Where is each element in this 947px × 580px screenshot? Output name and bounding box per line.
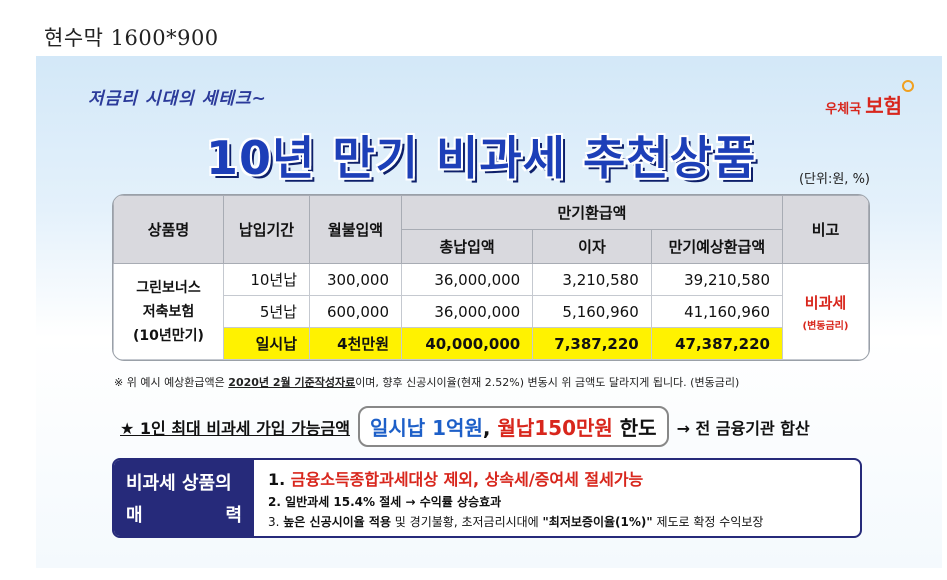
header-period: 납입기간 xyxy=(223,195,310,264)
headline: 10년 만기 비과세 추천상품 xyxy=(206,131,757,185)
header-monthly: 월불입액 xyxy=(309,195,402,264)
banner-size-caption: 현수막 1600*900 xyxy=(44,26,219,50)
brand-prefix: 우체국 xyxy=(825,102,862,117)
interest-cell: 3,210,580 xyxy=(532,263,652,296)
limit-monthly: 월납150만원 xyxy=(497,416,613,440)
brand-logo: 우체국 보험 xyxy=(825,80,914,119)
footnote: ※ 위 예시 예상환급액은 2020년 2월 기준작성자료이며, 향후 신공시이… xyxy=(114,374,739,390)
product-name-line: 그린보너스 xyxy=(136,279,201,296)
table-row: 5년납 600,000 36,000,000 5,160,960 41,160,… xyxy=(114,295,869,328)
interest-cell: 5,160,960 xyxy=(532,295,652,328)
merit-heading-line1: 비과세 상품의 xyxy=(126,473,232,494)
expected-cell: 39,210,580 xyxy=(650,263,784,296)
header-maturity: 만기환급액 xyxy=(401,195,783,230)
header-remark: 비고 xyxy=(782,195,869,264)
merit-list: 1. 금융소득종합과세대상 제외, 상속세/증여세 절세가능 2. 일반과세 1… xyxy=(254,460,777,536)
tagline: 저금리 시대의 세테크~ xyxy=(88,89,267,109)
period-cell: 일시납 xyxy=(223,327,310,360)
footnote-pre: ※ 위 예시 예상환급액은 xyxy=(114,376,229,389)
merit-item-bold: "최저보증이율(1%)" xyxy=(542,515,653,529)
product-table: 상품명 납입기간 월불입액 만기환급액 비고 총납입액 이자 만기예상환급액 그… xyxy=(112,194,870,361)
header-total: 총납입액 xyxy=(400,229,534,264)
limit-lump-sum: 일시납 1억원 xyxy=(369,416,483,440)
period-cell: 10년납 xyxy=(223,263,310,296)
table-row-highlight: 일시납 4천만원 40,000,000 7,387,220 47,387,220 xyxy=(114,327,869,360)
period-cell: 5년납 xyxy=(223,295,310,328)
brand-name: 보험 xyxy=(865,94,902,118)
merit-heading: 비과세 상품의 매 력 xyxy=(114,460,254,536)
limit-cap: 한도 xyxy=(619,416,657,440)
remark-cell: 비과세 (변동금리) xyxy=(782,263,869,360)
limit-comma: , xyxy=(482,416,491,440)
merit-item-text: 2. 일반과세 15.4% 절세 → 수익률 상승효과 xyxy=(268,495,502,509)
header-product: 상품명 xyxy=(113,195,224,264)
expected-cell: 47,387,220 xyxy=(650,327,784,360)
banner: 저금리 시대의 세테크~ 우체국 보험 10년 만기 비과세 추천상품 (단위:… xyxy=(36,56,942,568)
interest-cell: 7,387,220 xyxy=(532,327,652,360)
header-interest: 이자 xyxy=(532,229,652,264)
merit-item-2: 2. 일반과세 15.4% 절세 → 수익률 상승효과 xyxy=(268,493,763,510)
limit-box: 일시납 1억원, 월납150만원 한도 xyxy=(357,406,669,447)
limit-tail: → 전 금융기관 합산 xyxy=(676,418,810,438)
footnote-post: 이며, 향후 신공시이율(현재 2.52%) 변동시 위 금액도 달라지게 됩니… xyxy=(355,376,740,389)
product-name-cell: 그린보너스 저축보험 (10년만기) xyxy=(113,263,224,360)
merit-item-text: 및 경기불황, 초저금리시대에 xyxy=(390,515,543,529)
monthly-cell: 4천만원 xyxy=(309,327,402,360)
merit-item-text: 제도로 확정 수익보장 xyxy=(652,515,764,529)
limit-label: ★ 1인 최대 비과세 가입 가능금액 xyxy=(120,418,350,438)
product-name-line: (10년만기) xyxy=(133,327,204,344)
total-cell: 40,000,000 xyxy=(400,327,534,360)
merit-box: 비과세 상품의 매 력 1. 금융소득종합과세대상 제외, 상속세/증여세 절세… xyxy=(112,458,862,538)
total-cell: 36,000,000 xyxy=(400,295,534,328)
monthly-cell: 300,000 xyxy=(309,263,402,296)
header-expected: 만기예상환급액 xyxy=(650,229,784,264)
remark-sub: (변동금리) xyxy=(802,320,849,332)
remark-main: 비과세 xyxy=(804,293,847,312)
merit-item-number: 3. xyxy=(268,515,284,529)
product-name-line: 저축보험 xyxy=(142,303,195,320)
merit-item-1: 1. 금융소득종합과세대상 제외, 상속세/증여세 절세가능 xyxy=(268,466,763,490)
expected-cell: 41,160,960 xyxy=(650,295,784,328)
merit-item-3: 3. 높은 신공시이율 적용 및 경기불황, 초저금리시대에 "최저보증이율(1… xyxy=(268,513,763,530)
merit-heading-line2: 매 력 xyxy=(126,501,242,527)
footnote-bold: 2020년 2월 기준작성자료 xyxy=(228,376,356,389)
merit-heading-char: 매 xyxy=(126,505,143,526)
brand-mark-icon xyxy=(902,80,914,92)
monthly-cell: 600,000 xyxy=(309,295,402,328)
merit-heading-char: 력 xyxy=(225,505,242,526)
merit-item-text: 금융소득종합과세대상 제외, 상속세/증여세 절세가능 xyxy=(290,470,644,489)
merit-item-bold: 높은 신공시이율 적용 xyxy=(283,515,391,529)
limit-row: ★ 1인 최대 비과세 가입 가능금액 일시납 1억원, 월납150만원 한도 … xyxy=(120,406,810,447)
merit-item-number: 1. xyxy=(268,470,286,489)
table-row: 그린보너스 저축보험 (10년만기) 10년납 300,000 36,000,0… xyxy=(113,263,869,360)
unit-note: (단위:원, %) xyxy=(798,172,870,187)
total-cell: 36,000,000 xyxy=(400,263,534,296)
